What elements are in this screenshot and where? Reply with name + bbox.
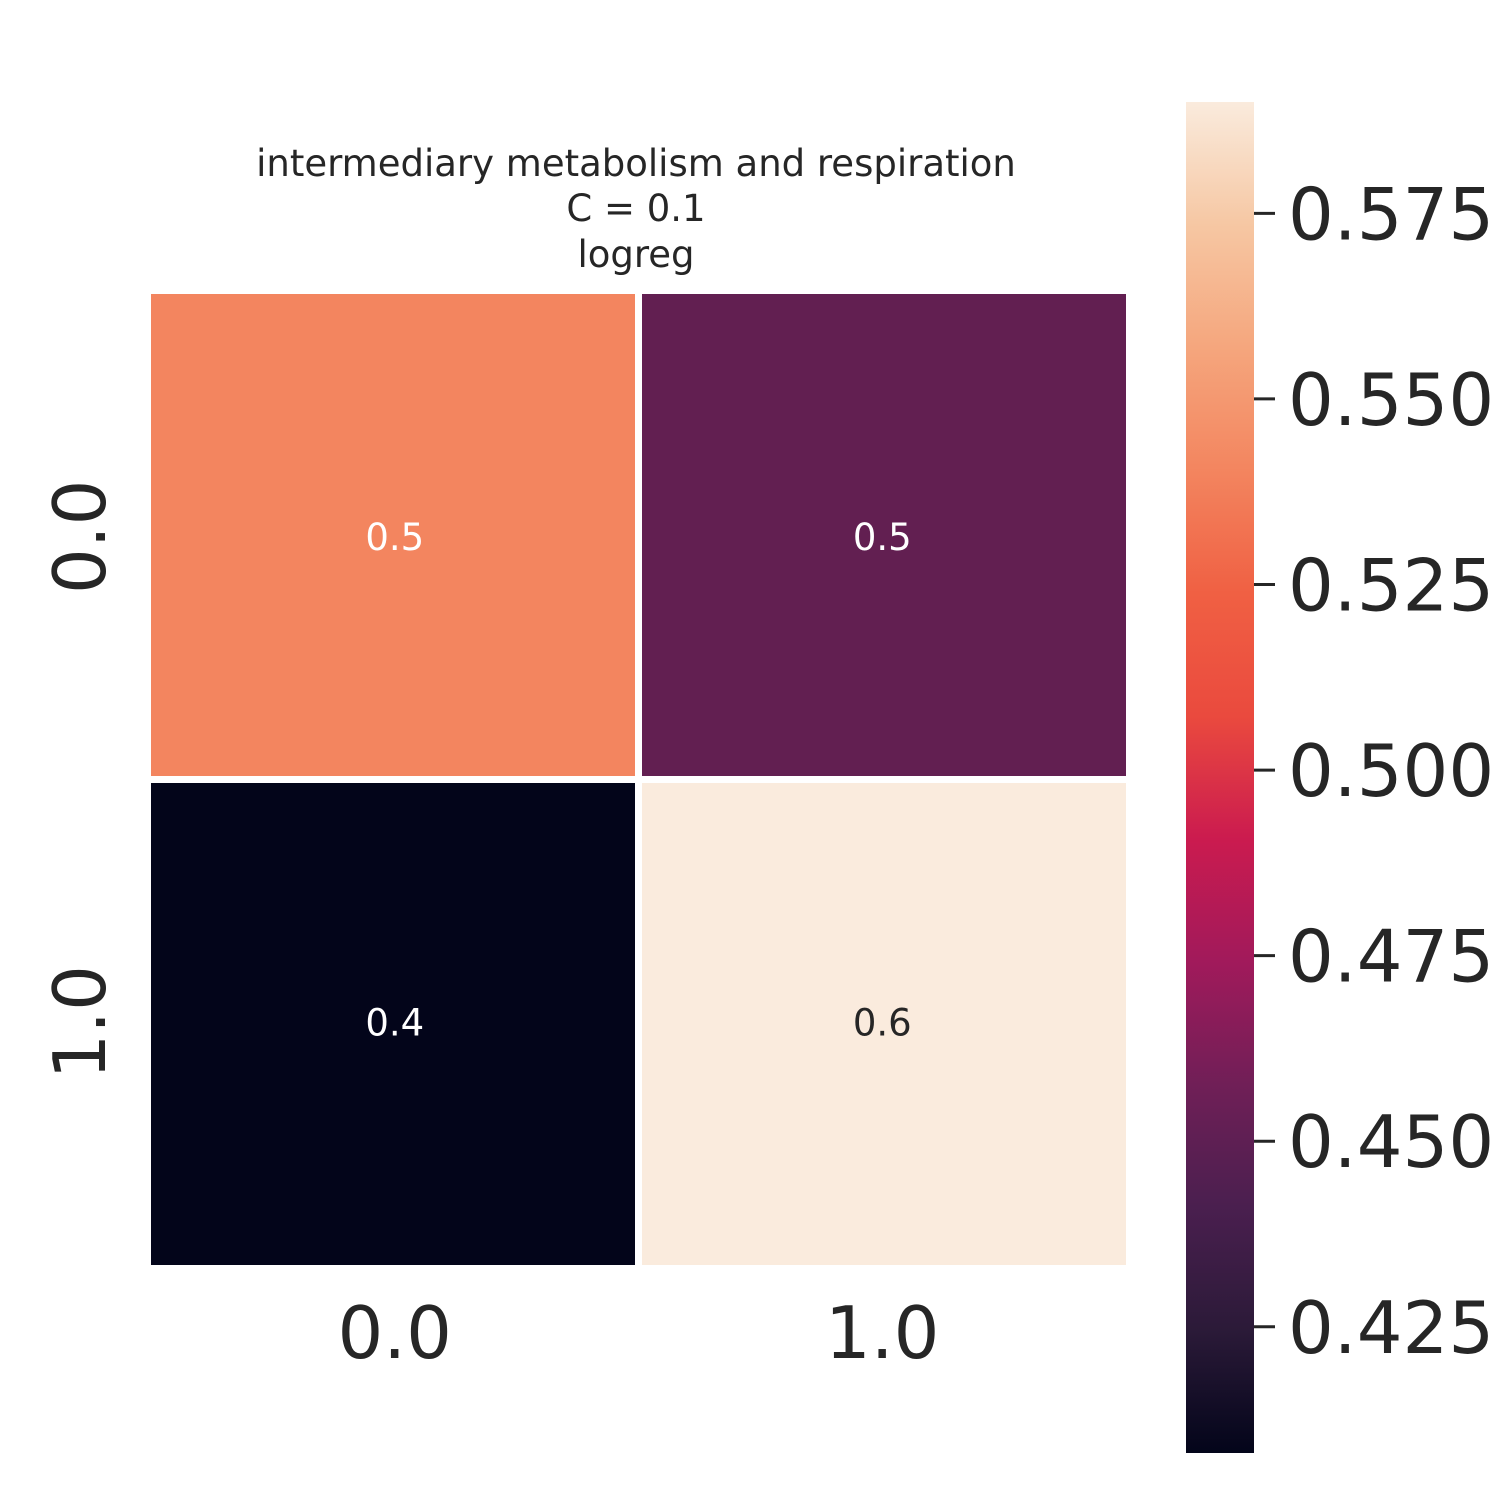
heatmap-cell-0-0 bbox=[151, 294, 635, 776]
colorbar-tick-label-0: 0.425 bbox=[1288, 1286, 1494, 1370]
colorbar-gradient bbox=[1186, 102, 1254, 1453]
cell-annotation-0-0: 0.5 bbox=[365, 516, 424, 559]
colorbar-tick-label-4: 0.525 bbox=[1288, 544, 1494, 628]
colorbar-tick-label-5: 0.550 bbox=[1288, 358, 1494, 442]
x-tick-label-1: 1.0 bbox=[825, 1291, 940, 1375]
heatmap-cell-0-1 bbox=[642, 294, 1126, 776]
y-axis: 0.0 1.0 bbox=[38, 479, 122, 1079]
cell-annotation-1-0: 0.4 bbox=[365, 1001, 424, 1044]
colorbar-tick-label-6: 0.575 bbox=[1288, 172, 1494, 256]
chart-title-line-1: intermediary metabolism and respiration bbox=[256, 142, 1016, 185]
chart-title-line-3: logreg bbox=[577, 233, 694, 276]
y-tick-label-1: 1.0 bbox=[38, 965, 122, 1080]
heatmap-cell-1-1 bbox=[642, 783, 1126, 1265]
colorbar-tick-label-2: 0.475 bbox=[1288, 915, 1494, 999]
y-tick-label-0: 0.0 bbox=[38, 479, 122, 594]
cell-annotation-0-1: 0.5 bbox=[853, 516, 912, 559]
chart-title: intermediary metabolism and respiration … bbox=[256, 142, 1016, 276]
heatmap-cell-1-0 bbox=[151, 783, 635, 1265]
colorbar-tick-label-1: 0.450 bbox=[1288, 1100, 1494, 1184]
colorbar-tick-label-3: 0.500 bbox=[1288, 729, 1494, 813]
x-axis: 0.0 1.0 bbox=[337, 1291, 939, 1375]
cell-annotation-1-1: 0.6 bbox=[853, 1001, 912, 1044]
heatmap-cells: 0.5 0.5 0.4 0.6 bbox=[151, 294, 1126, 1265]
x-tick-label-0: 0.0 bbox=[337, 1291, 452, 1375]
colorbar: 0.425 0.450 0.475 0.500 0.525 0.550 0.575 bbox=[1186, 102, 1494, 1453]
chart-title-line-2: C = 0.1 bbox=[566, 187, 705, 230]
